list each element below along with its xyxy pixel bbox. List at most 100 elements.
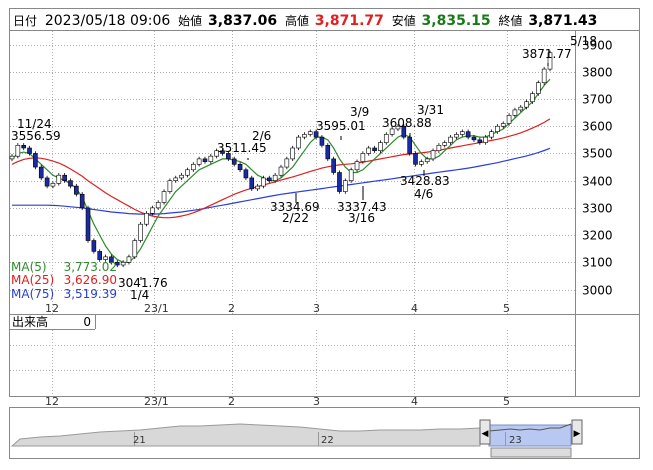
navigator-left-handle[interactable]	[479, 419, 491, 445]
candle	[185, 167, 190, 178]
candle-body	[524, 101, 529, 108]
candle-body	[401, 125, 407, 138]
candle	[132, 238, 138, 260]
open-label: 始値	[178, 13, 202, 28]
candle-body	[196, 158, 202, 165]
navigator-year-21: 21	[133, 435, 146, 446]
candle	[173, 175, 179, 183]
candle-body	[495, 125, 500, 132]
candle	[419, 159, 424, 167]
candle-body	[518, 106, 524, 111]
candle	[38, 164, 44, 181]
candle	[56, 173, 62, 186]
x-tick-bottom-3: 3	[313, 395, 320, 408]
candle	[512, 107, 518, 118]
candle	[103, 254, 108, 262]
navigator-history-area	[10, 423, 481, 447]
candlesticks	[9, 50, 553, 268]
x-tick-2: 2	[228, 302, 235, 315]
candle	[307, 129, 313, 137]
x-tick-bottom-12: 12	[45, 395, 59, 408]
navigator-scrollbar[interactable]	[490, 447, 572, 458]
candle-body	[237, 164, 243, 171]
candle-body	[167, 180, 173, 192]
candle	[167, 178, 173, 194]
candle-body	[389, 128, 395, 135]
candle-body	[114, 261, 120, 266]
moving-average-lines	[11, 78, 551, 263]
candle-body	[383, 134, 389, 143]
candle	[249, 175, 255, 192]
candle-body	[331, 158, 336, 173]
x-tick-bottom-4: 4	[411, 395, 418, 408]
annotation-value: 3871.77	[522, 47, 572, 61]
candle-body	[296, 136, 301, 149]
legend-ma75-value: 3,519.39	[64, 287, 117, 301]
annotation-value: 3041.76	[118, 276, 168, 290]
candle	[120, 260, 126, 268]
candle-body	[366, 147, 372, 154]
candle	[50, 181, 56, 189]
candle	[85, 205, 91, 243]
candle	[226, 151, 231, 162]
candle-body	[190, 164, 196, 171]
annotation: 3337.433/16	[337, 186, 387, 225]
candle-body	[150, 207, 155, 214]
candle	[91, 238, 97, 254]
candle-body	[343, 180, 348, 192]
navigator-right-handle[interactable]	[571, 419, 583, 445]
candle	[401, 124, 407, 140]
candle	[9, 153, 15, 162]
x-tick-23-1: 23/1	[144, 302, 169, 315]
annotation-value: 3428.83	[400, 174, 450, 188]
candle-body	[179, 174, 184, 179]
candle-body	[91, 240, 97, 252]
candle	[261, 175, 266, 189]
candle	[524, 99, 529, 110]
y-tick-label: 3900	[582, 39, 613, 53]
candle	[97, 249, 103, 262]
candle-body	[109, 256, 114, 263]
candle-body	[44, 177, 50, 187]
candle	[202, 156, 208, 164]
candle-body	[407, 136, 412, 154]
candle-body	[231, 158, 237, 165]
candle	[372, 145, 377, 153]
candle	[74, 183, 79, 197]
candle	[161, 189, 167, 205]
annotation-date: 4/6	[414, 187, 433, 201]
low-label: 安値	[392, 13, 416, 28]
annotation-value: 3608.88	[382, 116, 432, 130]
candle	[15, 143, 21, 159]
annotation: 3334.692/22	[270, 193, 320, 225]
candle-body	[319, 136, 325, 146]
candle-body	[302, 134, 307, 138]
candle	[62, 173, 67, 183]
y-tick-label: 3100	[582, 256, 613, 270]
candle	[214, 148, 219, 159]
candle	[126, 254, 132, 265]
candle	[302, 132, 307, 140]
candle	[255, 183, 260, 192]
candle	[155, 200, 161, 211]
candle	[313, 129, 319, 140]
candle-body	[249, 177, 255, 190]
candle	[541, 66, 547, 85]
candle-body	[161, 191, 167, 203]
candle	[483, 134, 488, 145]
volume-panel-border	[9, 314, 640, 397]
candle-body	[424, 158, 430, 162]
y-tick-label: 3500	[582, 147, 613, 161]
annotation-date: 2/6	[252, 129, 271, 143]
right-handle-arrow-icon: ▶	[574, 429, 581, 439]
price-grid	[10, 31, 575, 314]
candle-body	[103, 256, 108, 260]
y-tick-label: 3000	[582, 284, 613, 298]
candle-body	[155, 202, 161, 209]
x-tick-5: 5	[503, 302, 510, 315]
candle	[454, 132, 459, 140]
annotation-date: 3/31	[417, 103, 444, 117]
volume-value: 0	[83, 315, 91, 329]
candle	[471, 134, 477, 143]
